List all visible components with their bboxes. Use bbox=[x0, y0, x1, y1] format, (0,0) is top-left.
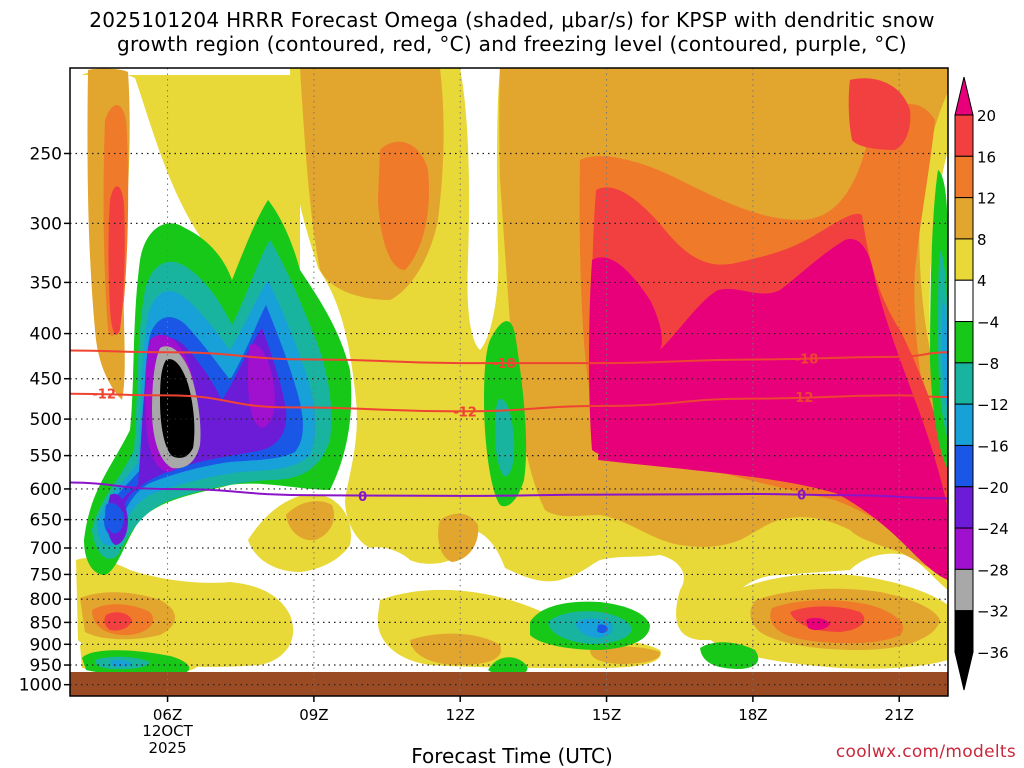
x-tick-sublabel: 12OCT bbox=[142, 722, 193, 740]
contour-label: 0 bbox=[358, 490, 367, 505]
y-tick-label: 550 bbox=[30, 447, 62, 467]
colorbar-swatch bbox=[954, 610, 974, 653]
y-tick-label: 800 bbox=[30, 590, 62, 610]
colorbar-label: −28 bbox=[977, 561, 1009, 579]
y-tick-label: 600 bbox=[30, 480, 62, 500]
colorbar-label: −36 bbox=[977, 644, 1009, 662]
chart-title-line1: 2025101204 HRRR Forecast Omega (shaded, … bbox=[89, 8, 935, 32]
y-tick-label: 400 bbox=[30, 325, 62, 345]
contour-label: 0 bbox=[797, 489, 806, 504]
contour-line--12 bbox=[70, 392, 948, 413]
x-axis-title: Forecast Time (UTC) bbox=[411, 744, 613, 768]
x-tick-label: 15Z bbox=[592, 706, 621, 724]
colorbar-label: −8 bbox=[977, 355, 999, 373]
x-tick-label: 06Z bbox=[153, 706, 182, 724]
contour-label: -12 bbox=[453, 405, 477, 420]
omega-shading bbox=[70, 68, 948, 696]
y-tick-label: 1000 bbox=[19, 676, 62, 696]
colorbar-label: 8 bbox=[977, 231, 987, 249]
colorbar-label: −20 bbox=[977, 479, 1009, 497]
colorbar: 20 16 12 8 4 −4 −8 −12 −16 −20 −24 −28 −32 −36 bbox=[954, 76, 1009, 691]
y-tick-label: 850 bbox=[30, 613, 62, 633]
colorbar-swatch bbox=[954, 444, 974, 488]
y-tick-label: 950 bbox=[30, 656, 62, 676]
y-tick-label: 250 bbox=[30, 144, 62, 164]
y-tick-label: 300 bbox=[30, 214, 62, 234]
contour-line--18 bbox=[70, 349, 948, 365]
colorbar-label: −24 bbox=[977, 520, 1009, 538]
colorbar-label: −32 bbox=[977, 603, 1009, 621]
colorbar-label: 12 bbox=[977, 190, 996, 208]
contour-label: -18 bbox=[492, 357, 516, 372]
colorbar-label: −16 bbox=[977, 437, 1009, 455]
y-axis: 2503003504004505005506006507007508008509… bbox=[19, 144, 70, 696]
colorbar-swatch bbox=[954, 279, 974, 323]
y-tick-label: 350 bbox=[30, 273, 62, 293]
colorbar-max-arrow bbox=[954, 76, 974, 116]
colorbar-swatch bbox=[954, 238, 974, 281]
x-tick-sublabel: 2025 bbox=[148, 739, 186, 757]
contour-label: -12 bbox=[92, 388, 116, 403]
y-tick-label: 450 bbox=[30, 370, 62, 390]
contour-lines bbox=[70, 349, 948, 500]
x-tick-label: 18Z bbox=[738, 706, 767, 724]
colorbar-label: 20 bbox=[977, 107, 996, 125]
ground-surface bbox=[70, 672, 948, 696]
colorbar-swatch bbox=[954, 114, 974, 157]
x-tick-label: 21Z bbox=[885, 706, 914, 724]
contour-label: -12 bbox=[790, 391, 814, 406]
gridlines bbox=[70, 68, 948, 696]
x-tick-label: 09Z bbox=[299, 706, 328, 724]
chart-title-line2: growth region (contoured, red, °C) and f… bbox=[117, 32, 907, 56]
colorbar-label: 4 bbox=[977, 272, 987, 290]
colorbar-swatch bbox=[954, 197, 974, 240]
contour-line-0 bbox=[70, 481, 948, 500]
y-tick-label: 650 bbox=[30, 511, 62, 531]
contour-labels: -18 -18 -12 -12 -12 0 0 bbox=[92, 353, 819, 505]
colorbar-label: −4 bbox=[977, 314, 999, 332]
plot-frame bbox=[69, 67, 949, 697]
credit-link[interactable]: coolwx.com/modelts bbox=[835, 742, 1016, 762]
colorbar-min-arrow bbox=[954, 651, 974, 691]
colorbar-swatch bbox=[954, 321, 974, 364]
colorbar-swatch bbox=[954, 486, 974, 529]
colorbar-swatch bbox=[954, 403, 974, 446]
colorbar-swatch bbox=[954, 527, 974, 570]
x-tick-label: 12Z bbox=[446, 706, 475, 724]
y-tick-label: 900 bbox=[30, 635, 62, 655]
y-tick-label: 700 bbox=[30, 539, 62, 559]
y-tick-label: 750 bbox=[30, 565, 62, 585]
colorbar-label: −12 bbox=[977, 396, 1009, 414]
y-tick-label: 500 bbox=[30, 410, 62, 430]
colorbar-swatch bbox=[954, 362, 974, 405]
contour-label: -18 bbox=[795, 353, 819, 368]
colorbar-swatch bbox=[954, 568, 974, 612]
colorbar-label: 16 bbox=[977, 148, 996, 166]
colorbar-swatch bbox=[954, 155, 974, 199]
